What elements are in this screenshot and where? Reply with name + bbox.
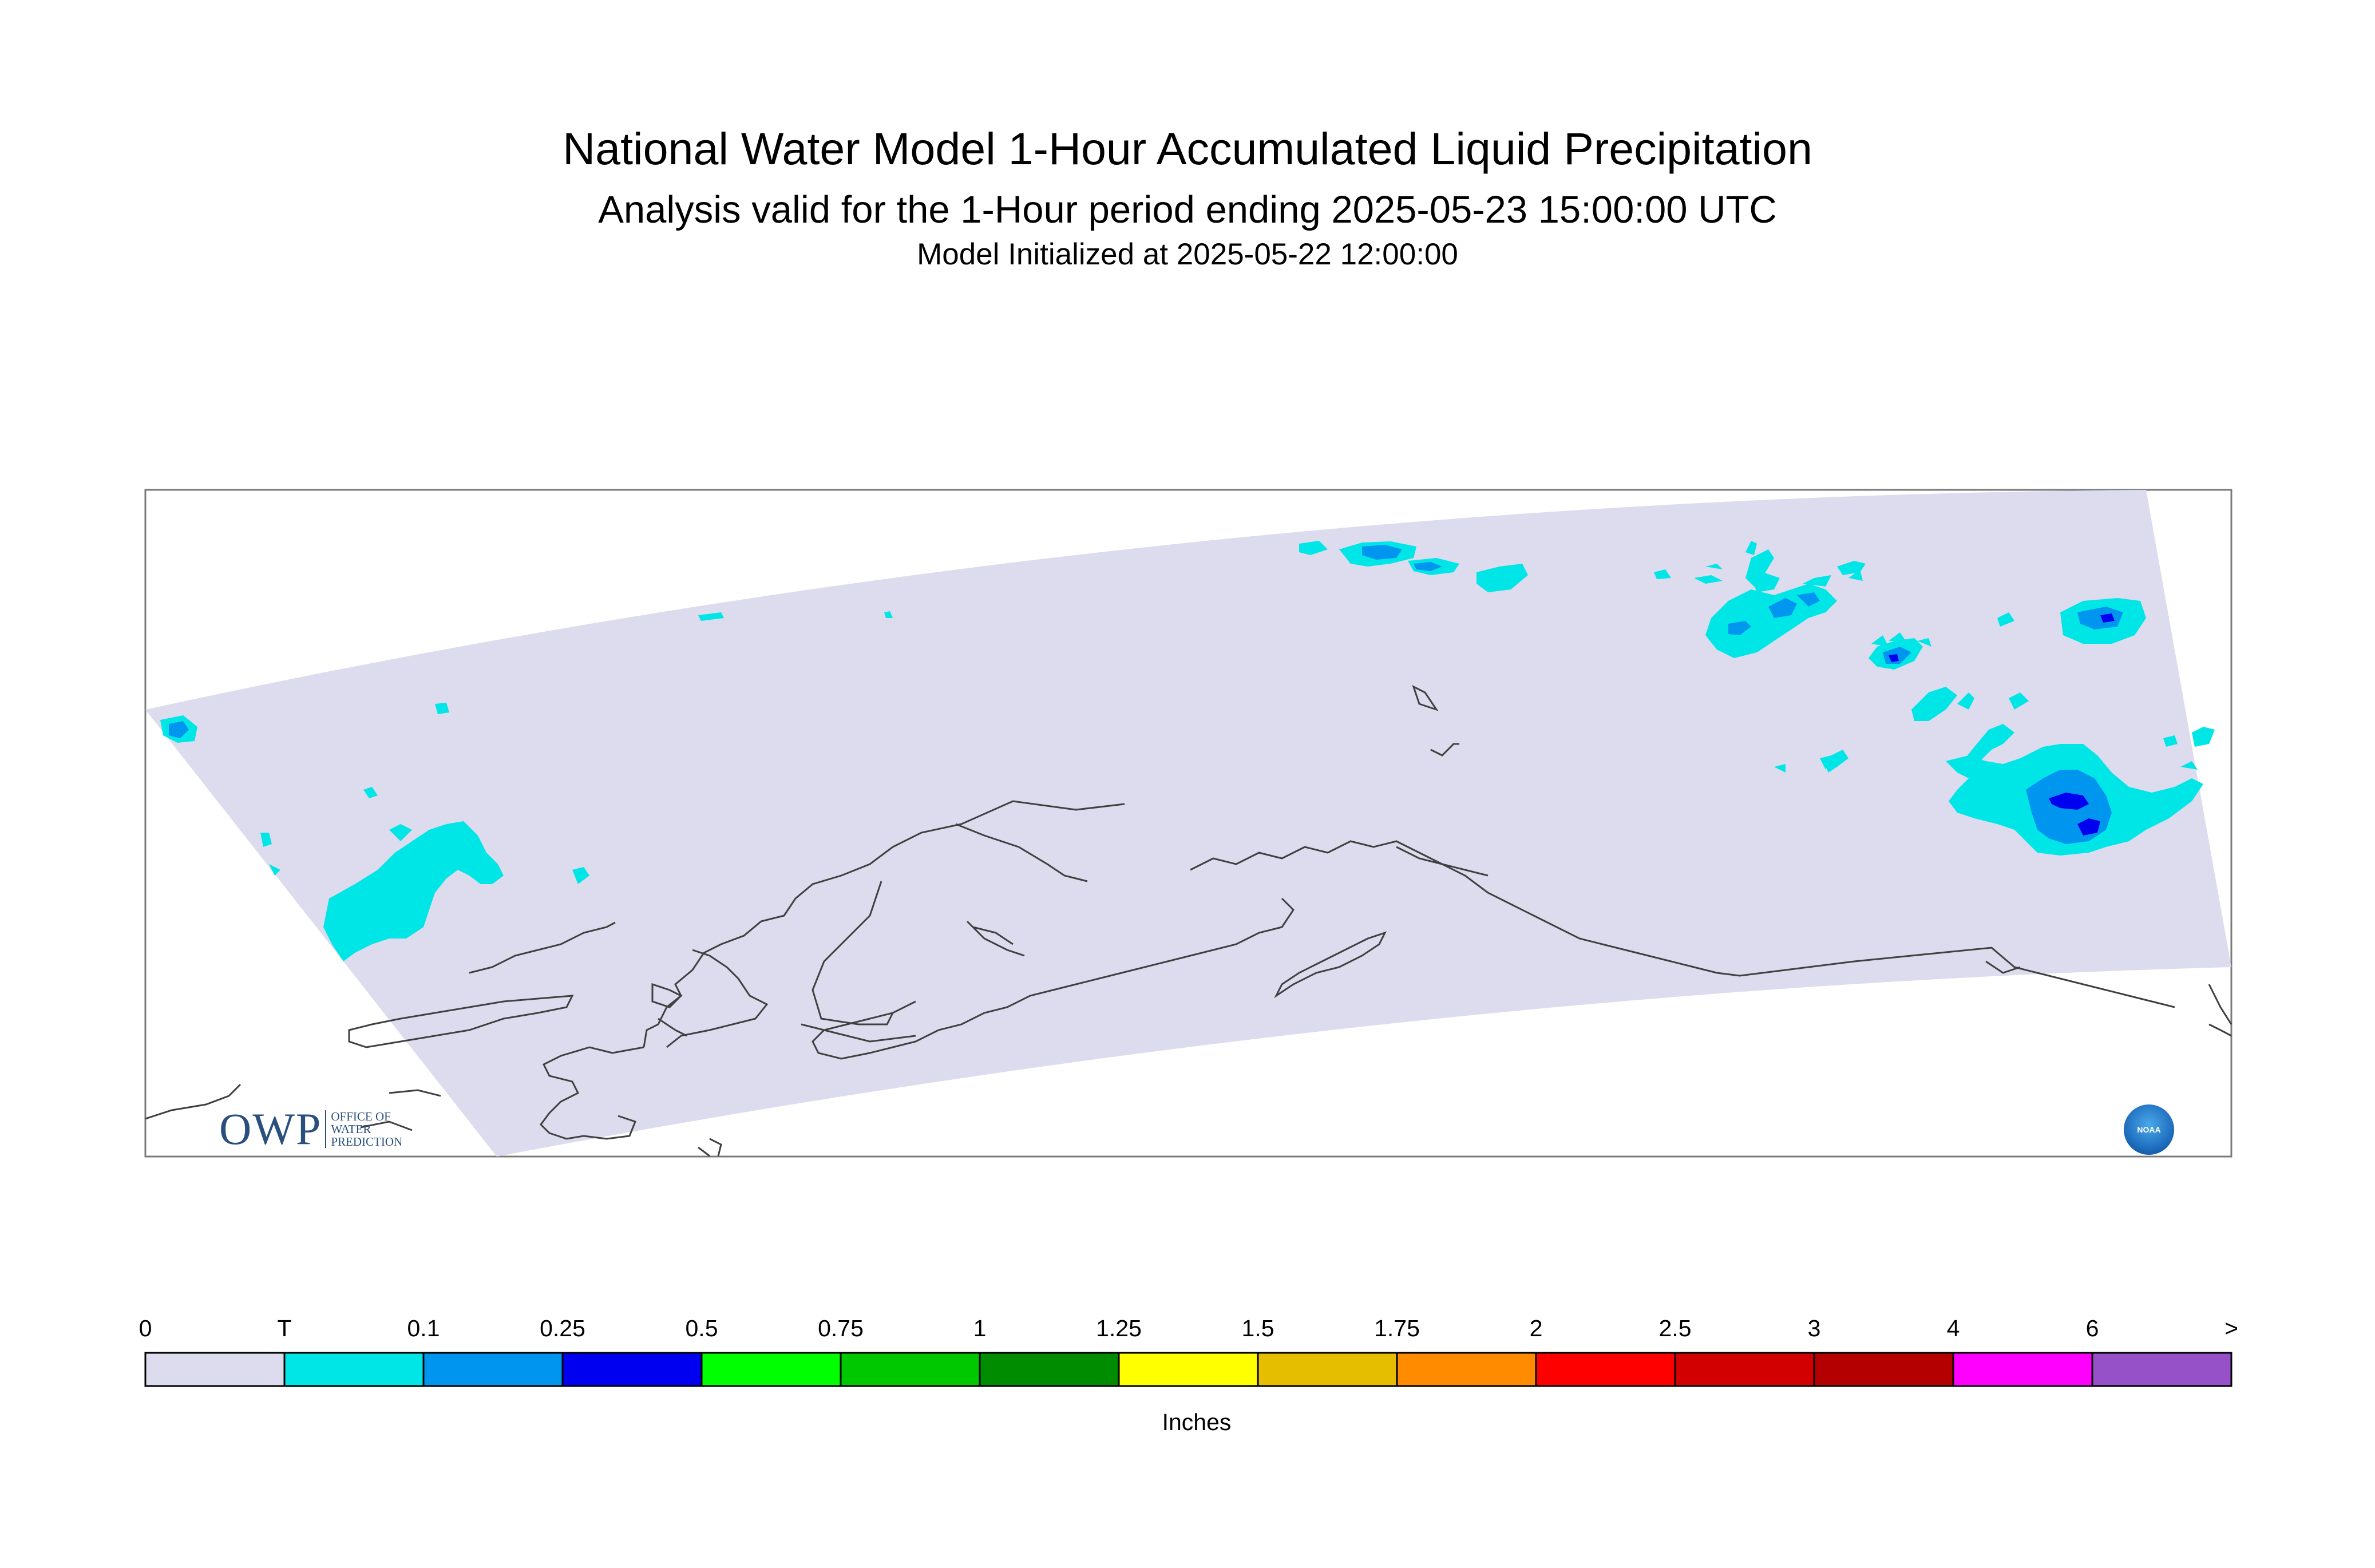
- legend-swatch: [1674, 1352, 1815, 1387]
- coastlines: [145, 685, 2232, 1157]
- legend-swatch: [700, 1352, 842, 1387]
- legend-swatch: [840, 1352, 981, 1387]
- legend-tick: 1: [973, 1315, 987, 1341]
- legend-swatch: [979, 1352, 1120, 1387]
- legend-swatch: [561, 1352, 703, 1387]
- legend-tick: 4: [1946, 1315, 1960, 1341]
- owp-line-3: PREDICTION: [331, 1135, 403, 1149]
- model-init-text: Model Initialized at 2025-05-22 12:00:00: [917, 237, 1458, 271]
- legend-tick: 0.25: [540, 1315, 585, 1341]
- noaa-logo: NOAA: [2124, 1104, 2174, 1155]
- legend-swatch: [2091, 1352, 2232, 1387]
- precip-dark-blue-areas: [1889, 613, 2115, 836]
- legend-tick: 0.1: [407, 1315, 440, 1341]
- legend-swatch: [1396, 1352, 1537, 1387]
- legend-tick: T: [277, 1315, 292, 1341]
- legend-tick: 0: [138, 1315, 152, 1341]
- owp-line-2: WATER: [331, 1122, 371, 1136]
- legend-bar-border: [144, 1352, 2232, 1387]
- owp-logo-mark: OWP: [219, 1104, 322, 1154]
- legend-color-bar: [144, 1352, 2232, 1387]
- legend-swatch: [422, 1352, 564, 1387]
- legend-tick: 1.5: [1241, 1315, 1274, 1341]
- map-subtitle: Analysis valid for the 1-Hour period end…: [598, 188, 1777, 231]
- legend-tick: 2: [1529, 1315, 1543, 1341]
- owp-logo-text: OFFICE OF WATER PREDICTION: [325, 1109, 403, 1149]
- legend-tick: 0.5: [685, 1315, 718, 1341]
- legend-swatch: [144, 1352, 286, 1387]
- legend-swatch: [283, 1352, 425, 1387]
- legend-tick: >: [2224, 1315, 2238, 1341]
- legend-unit-label: Inches: [1162, 1409, 1232, 1435]
- legend-swatch: [1952, 1352, 2093, 1387]
- legend-tick: 1.25: [1096, 1315, 1142, 1341]
- map-title: National Water Model 1-Hour Accumulated …: [563, 123, 1812, 174]
- noaa-logo-text: NOAA: [2137, 1125, 2161, 1134]
- legend-swatch: [1813, 1352, 1954, 1387]
- legend-swatch: [1118, 1352, 1259, 1387]
- owp-logo: OWP OFFICE OF WATER PREDICTION: [219, 1103, 402, 1155]
- legend-swatch: [1257, 1352, 1398, 1387]
- legend-tick: 1.75: [1374, 1315, 1420, 1341]
- legend-tick: 2.5: [1658, 1315, 1692, 1341]
- legend-swatch: [1535, 1352, 1676, 1387]
- legend-tick: 0.75: [818, 1315, 864, 1341]
- legend-tick: 3: [1807, 1315, 1821, 1341]
- owp-line-1: OFFICE OF: [331, 1109, 391, 1123]
- legend-tick: 6: [2085, 1315, 2099, 1341]
